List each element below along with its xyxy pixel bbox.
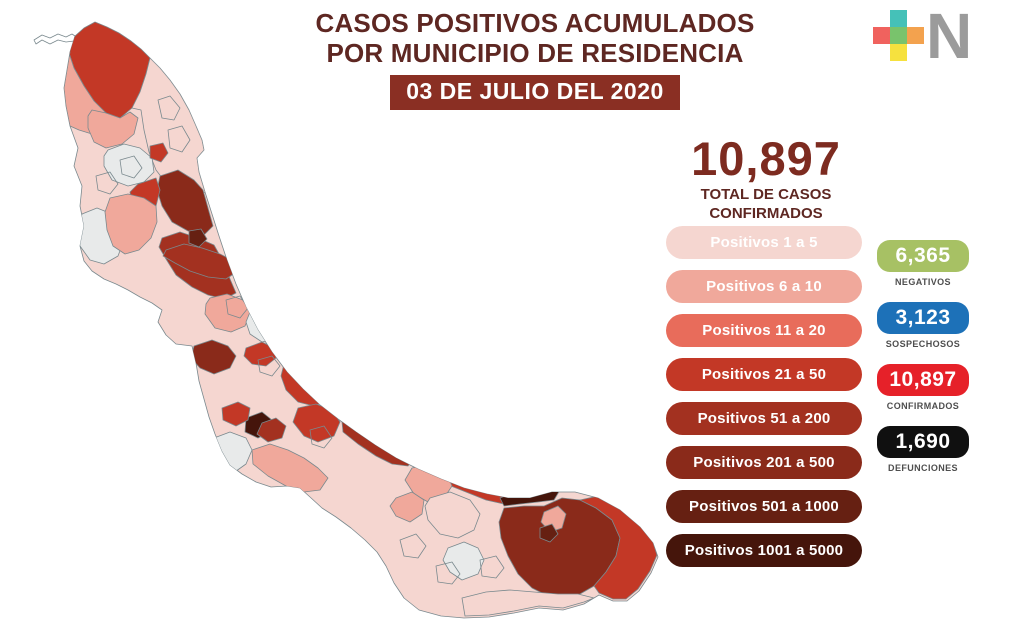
map-region [243, 341, 277, 367]
news-channel-logo: N [873, 1, 1023, 80]
map-region [149, 142, 169, 163]
plus-square-center [890, 27, 907, 44]
legend-item-label: Positivos 1 a 5 [710, 234, 818, 251]
map-region [157, 95, 181, 121]
map-region [221, 401, 251, 427]
legend-item: Positivos 21 a 50 [666, 358, 862, 391]
stat-label: CONFIRMADOS [886, 401, 960, 411]
map-region [318, 373, 357, 405]
stat-value: 6,365 [877, 240, 969, 272]
plus-square-top [890, 10, 907, 27]
map-region [256, 417, 287, 443]
stat-label: SOSPECHOSOS [885, 339, 961, 349]
map-region [119, 155, 143, 179]
map-region [167, 125, 191, 153]
title-line-2: POR MUNICIPIO DE RESIDENCIA [326, 38, 744, 68]
map-region [188, 228, 208, 248]
legend-item-label: Positivos 1001 a 5000 [684, 542, 844, 559]
stat-value: 10,897 [877, 364, 969, 396]
plus-square-left [873, 27, 890, 44]
total-confirmed-block: 10,897 TOTAL DE CASOS CONFIRMADOS [668, 134, 864, 223]
legend-item-label: Positivos 501 a 1000 [689, 498, 839, 515]
legend-item: Positivos 1 a 5 [666, 226, 862, 259]
legend-item: Positivos 1001 a 5000 [666, 534, 862, 567]
map-region [225, 295, 249, 319]
page-title: CASOS POSITIVOS ACUMULADOS POR MUNICIPIO… [300, 8, 770, 68]
map-region [156, 169, 214, 236]
title-line-1: CASOS POSITIVOS ACUMULADOS [315, 8, 755, 38]
stat-badge: 6,365 NEGATIVOS [877, 240, 969, 287]
stat-badge: 1,690 DEFUNCIONES [877, 426, 969, 473]
map-region [33, 33, 76, 45]
map-region [104, 193, 158, 255]
header: CASOS POSITIVOS ACUMULADOS POR MUNICIPIO… [300, 8, 770, 110]
plus-square-bottom [890, 44, 907, 61]
legend-item: Positivos 6 a 10 [666, 270, 862, 303]
legend-item-label: Positivos 6 a 10 [706, 278, 822, 295]
stats-column: 6,365 NEGATIVOS 3,123 SOSPECHOSOS 10,897 CONF… [877, 240, 969, 488]
map-region [95, 171, 119, 195]
map-region [263, 287, 309, 323]
map-region [399, 533, 427, 559]
legend-item: Positivos 51 a 200 [666, 402, 862, 435]
plus-square-right [907, 27, 924, 44]
map-region [389, 491, 425, 523]
stat-badge: 3,123 SOSPECHOSOS [877, 302, 969, 349]
stat-value: 1,690 [877, 426, 969, 458]
map-region [479, 555, 505, 579]
stat-label: NEGATIVOS [895, 277, 951, 287]
map-region [257, 355, 281, 377]
stat-badge: 10,897 CONFIRMADOS [877, 364, 969, 411]
veracruz-choropleth-map [33, 21, 659, 619]
total-confirmed-label: TOTAL DE CASOS CONFIRMADOS [700, 186, 832, 222]
legend-item-label: Positivos 21 a 50 [701, 366, 827, 383]
stat-value: 3,123 [877, 302, 969, 334]
legend-item: Positivos 11 a 20 [666, 314, 862, 347]
logo-letter: N [926, 0, 973, 72]
map-region [435, 561, 461, 585]
map-region [251, 443, 329, 493]
date-banner: 03 DE JULIO DEL 2020 [390, 75, 680, 110]
map-region [539, 523, 559, 543]
legend-item-label: Positivos 201 a 500 [693, 454, 835, 471]
legend-item: Positivos 501 a 1000 [666, 490, 862, 523]
legend-item-label: Positivos 51 a 200 [697, 410, 831, 427]
map-region [162, 243, 239, 280]
legend: Positivos 1 a 5 Positivos 6 a 10 Positivos… [666, 226, 862, 578]
total-confirmed-value: 10,897 [691, 132, 841, 185]
map-region [236, 256, 291, 290]
stat-label: DEFUNCIONES [888, 463, 958, 473]
map-region [424, 491, 481, 539]
map-region [87, 109, 139, 149]
legend-item: Positivos 201 a 500 [666, 446, 862, 479]
map-region [461, 589, 595, 617]
legend-item-label: Positivos 11 a 20 [702, 322, 826, 339]
map-region [309, 425, 333, 449]
